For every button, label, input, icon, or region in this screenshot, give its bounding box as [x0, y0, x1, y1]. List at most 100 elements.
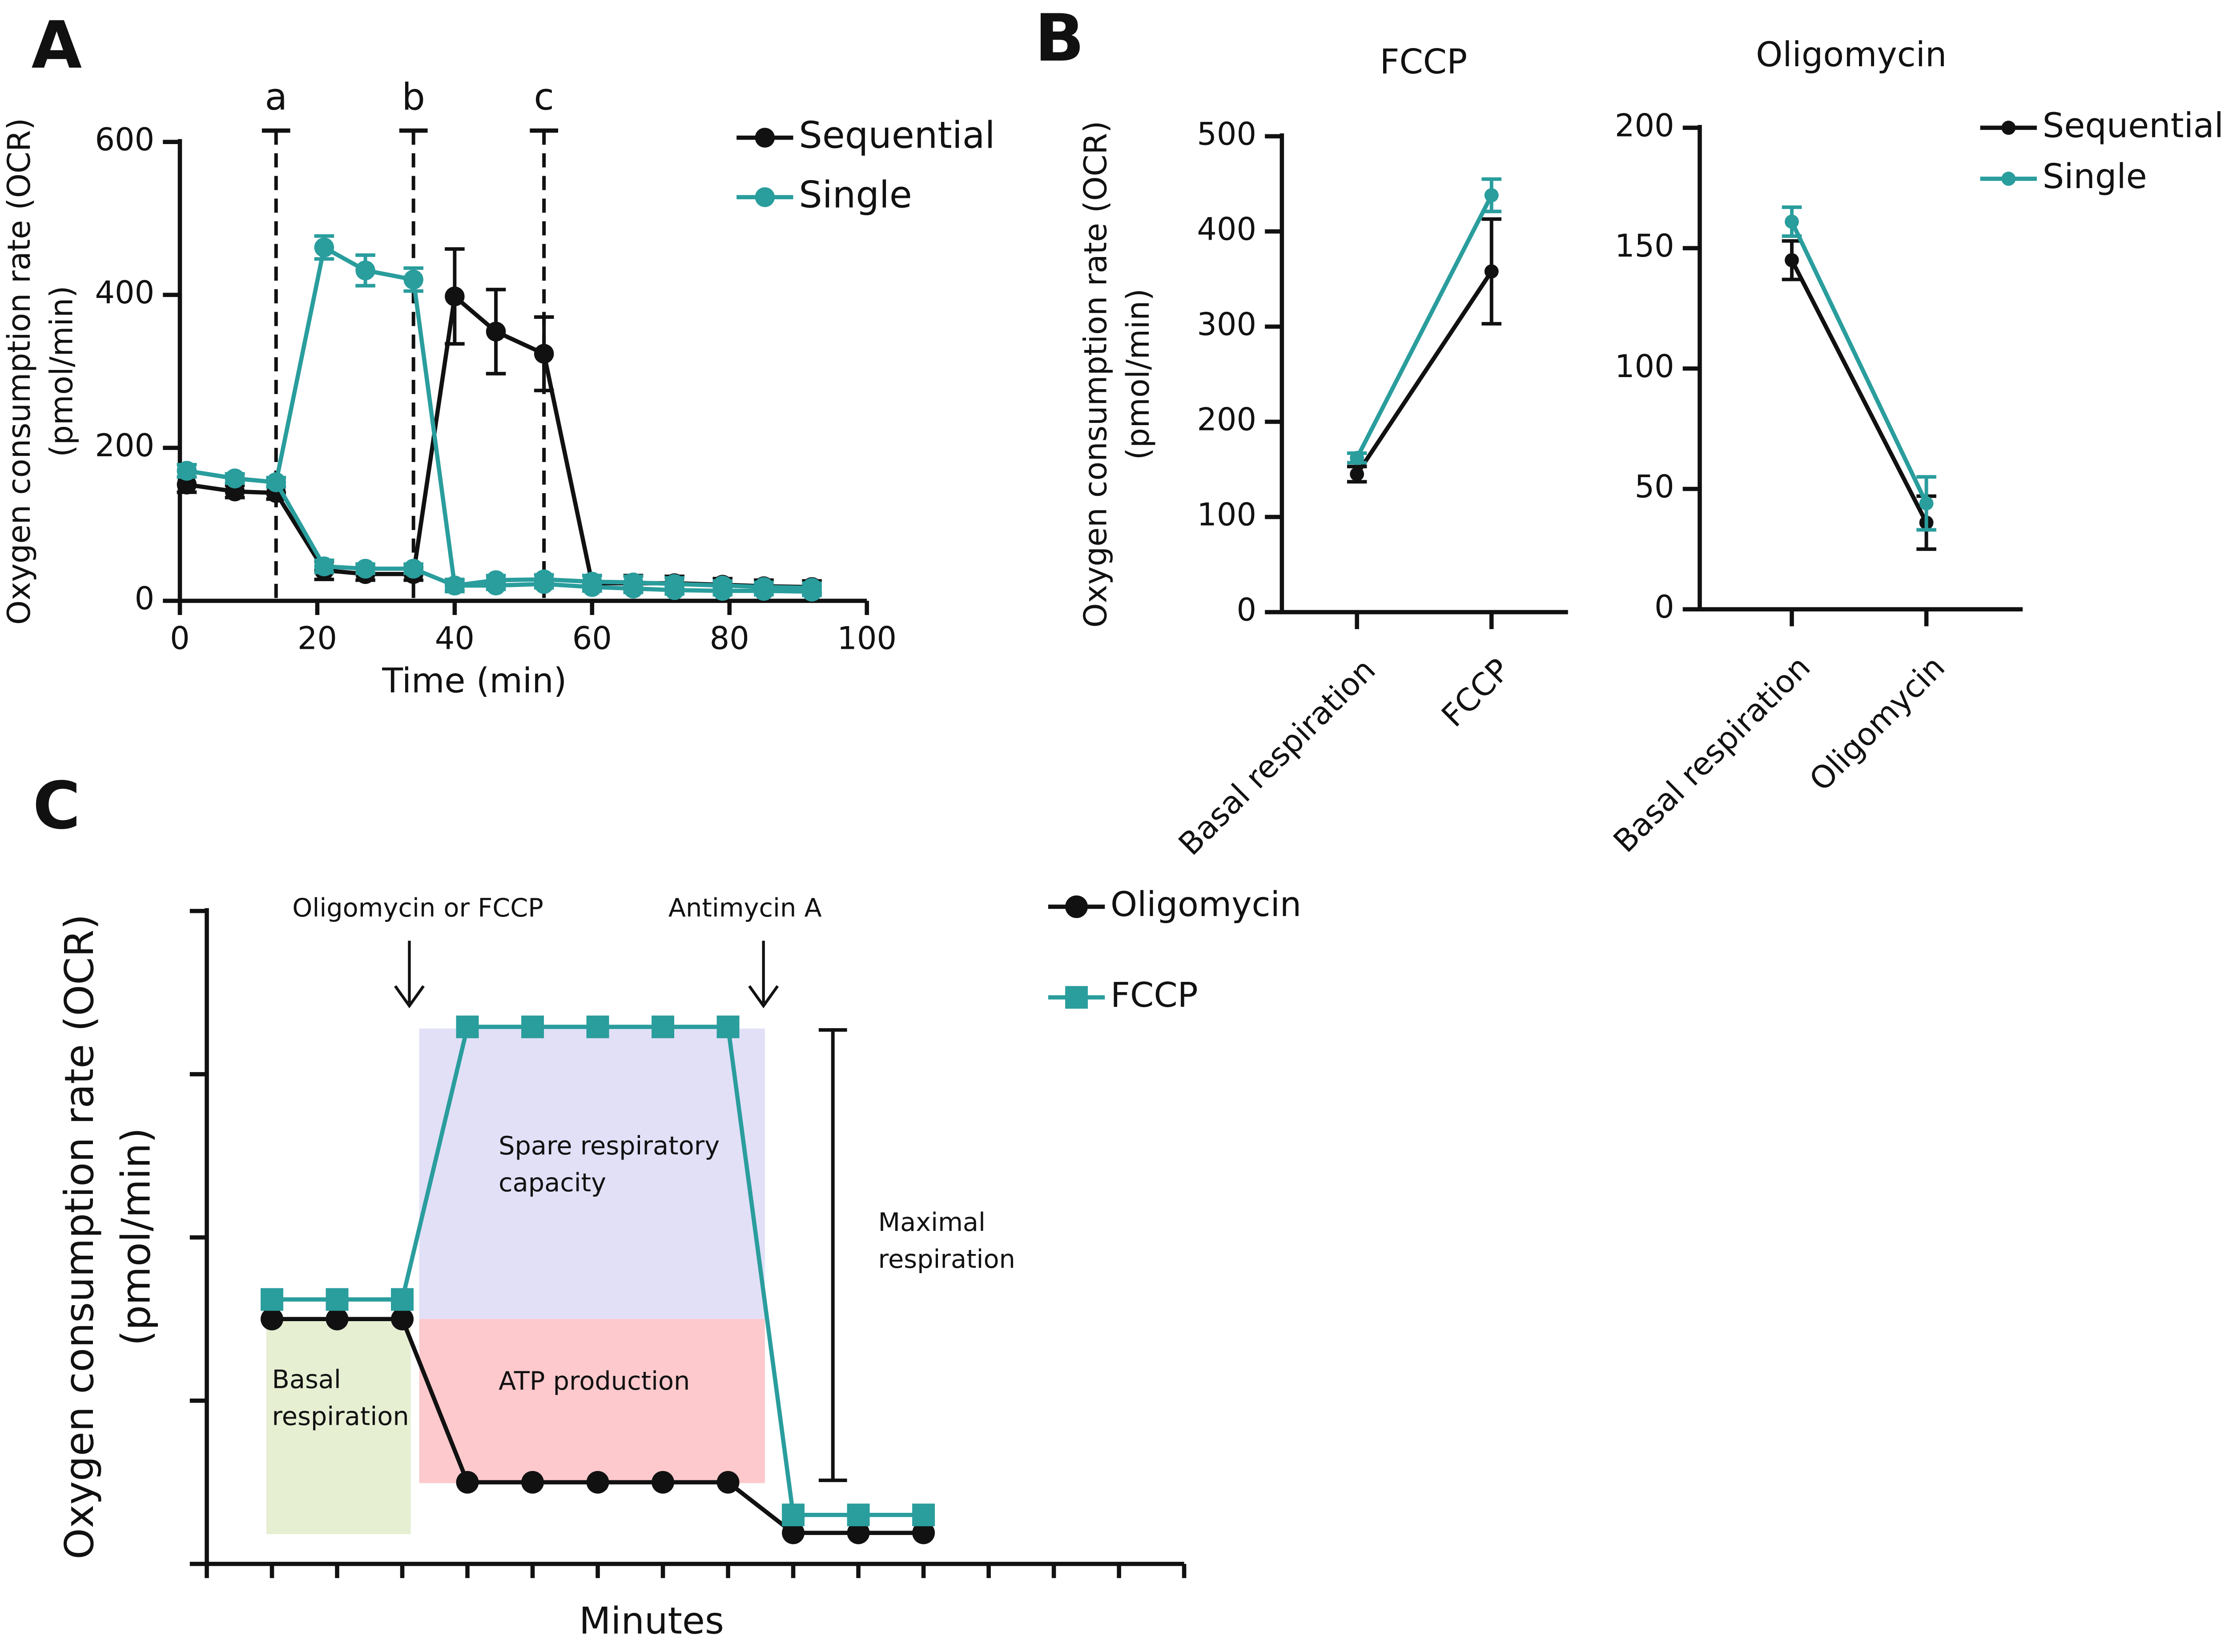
x-axis-label: Time (min)	[382, 661, 567, 701]
panel: B FCCP 0 100 200 300 400 500 Basal respiration FC…	[1035, 0, 1568, 862]
region	[419, 1028, 765, 1319]
marker	[534, 574, 554, 594]
marker	[716, 1471, 740, 1494]
line	[1790, 221, 1928, 505]
marker	[847, 1503, 870, 1527]
chart-title: FCCP	[1380, 42, 1467, 82]
marker	[456, 1015, 479, 1038]
x-tick-label: 60	[572, 620, 612, 656]
marker	[586, 1471, 609, 1494]
y-axis-label: (pmol/min)	[43, 285, 80, 457]
legend-label: FCCP	[1110, 976, 1198, 1015]
marker	[403, 559, 423, 579]
event-label: c	[534, 76, 554, 119]
panel-label: B	[1035, 0, 1085, 76]
legend-marker	[755, 128, 775, 148]
x-tick-label: Basal respiration	[1606, 649, 1817, 860]
y-tick-label: 300	[1197, 306, 1256, 343]
y-tick-label: 0	[1236, 592, 1256, 628]
region-label: Spare respiratory	[499, 1131, 720, 1161]
y-axis-label: Oxygen consumption rate (OCR)	[1077, 121, 1114, 628]
event-label: b	[402, 76, 425, 119]
x-axis-label: Minutes	[579, 1600, 724, 1643]
region-label: Basal	[272, 1365, 341, 1395]
marker	[664, 580, 684, 600]
region-label: respiration	[272, 1401, 409, 1431]
line	[1355, 194, 1494, 459]
marker	[1785, 253, 1799, 268]
x-tick-label: 100	[837, 620, 897, 656]
region-label: ATP production	[499, 1366, 690, 1396]
marker	[486, 575, 506, 595]
y-tick-label: 50	[1634, 469, 1674, 505]
marker	[754, 581, 774, 601]
legend-label: Single	[2043, 157, 2147, 197]
panel-label: A	[32, 7, 82, 83]
line	[1790, 259, 1928, 524]
event-label: a	[265, 76, 287, 119]
legend-marker	[755, 187, 775, 207]
marker	[521, 1471, 544, 1494]
marker	[534, 344, 554, 364]
y-tick-label: 500	[1197, 116, 1256, 152]
marker	[1484, 264, 1499, 279]
marker	[712, 581, 733, 601]
marker	[1484, 188, 1499, 203]
marker	[326, 1288, 349, 1311]
marker	[521, 1015, 544, 1038]
y-tick-label: 0	[135, 580, 155, 617]
legend-marker	[1065, 895, 1088, 918]
marker	[177, 461, 197, 481]
marker	[355, 559, 375, 579]
legend-marker	[1065, 986, 1088, 1009]
marker	[403, 269, 423, 290]
arrow-label: Antimycin A	[668, 893, 822, 923]
marker	[314, 237, 334, 257]
marker	[261, 1288, 283, 1311]
y-tick-label: 200	[95, 427, 154, 464]
marker	[355, 260, 375, 281]
marker	[314, 556, 334, 576]
x-tick-label: 0	[170, 620, 190, 656]
chart-title: Oligomycin	[1756, 35, 1947, 75]
marker	[261, 1307, 283, 1330]
arrow-label: Oligomycin or FCCP	[292, 893, 543, 923]
marker	[456, 1471, 479, 1494]
legend-label: Single	[799, 173, 912, 216]
marker	[1350, 450, 1364, 465]
marker	[847, 1521, 870, 1544]
marker	[445, 286, 465, 306]
y-tick-label: 400	[1197, 211, 1256, 247]
marker	[623, 579, 644, 599]
y-tick-label: 100	[1615, 348, 1674, 385]
marker	[1350, 467, 1364, 482]
marker	[486, 322, 506, 342]
marker	[716, 1015, 740, 1038]
x-tick-label: Oligomycin	[1803, 649, 1952, 798]
y-tick-label: 200	[1197, 402, 1256, 438]
y-axis-label: Oxygen consumption rate (OCR)	[1, 118, 37, 625]
marker	[326, 1307, 349, 1330]
x-tick-label: FCCP	[1435, 651, 1517, 734]
legend-marker	[2001, 172, 2016, 186]
marker	[802, 582, 822, 602]
y-tick-label: 0	[1654, 589, 1674, 625]
region-label: capacity	[499, 1168, 606, 1198]
legend-label: Oligomycin	[1110, 885, 1301, 924]
y-tick-label: 100	[1197, 497, 1256, 533]
region	[266, 1318, 411, 1534]
region	[419, 1318, 765, 1483]
bracket	[818, 1028, 847, 1482]
y-tick-label: 200	[1615, 107, 1674, 144]
arrow	[394, 941, 425, 1009]
x-tick-label: 40	[435, 620, 475, 656]
marker	[782, 1521, 805, 1544]
marker	[391, 1307, 414, 1330]
y-tick-label: 150	[1615, 228, 1674, 264]
panel: C Oxygen consumption rate (OCR) (pmol/min)…	[33, 768, 1302, 1642]
bracket-label: Maximal	[878, 1207, 986, 1237]
marker	[652, 1015, 675, 1038]
marker	[912, 1503, 935, 1527]
legend-label: Sequential	[799, 114, 995, 157]
